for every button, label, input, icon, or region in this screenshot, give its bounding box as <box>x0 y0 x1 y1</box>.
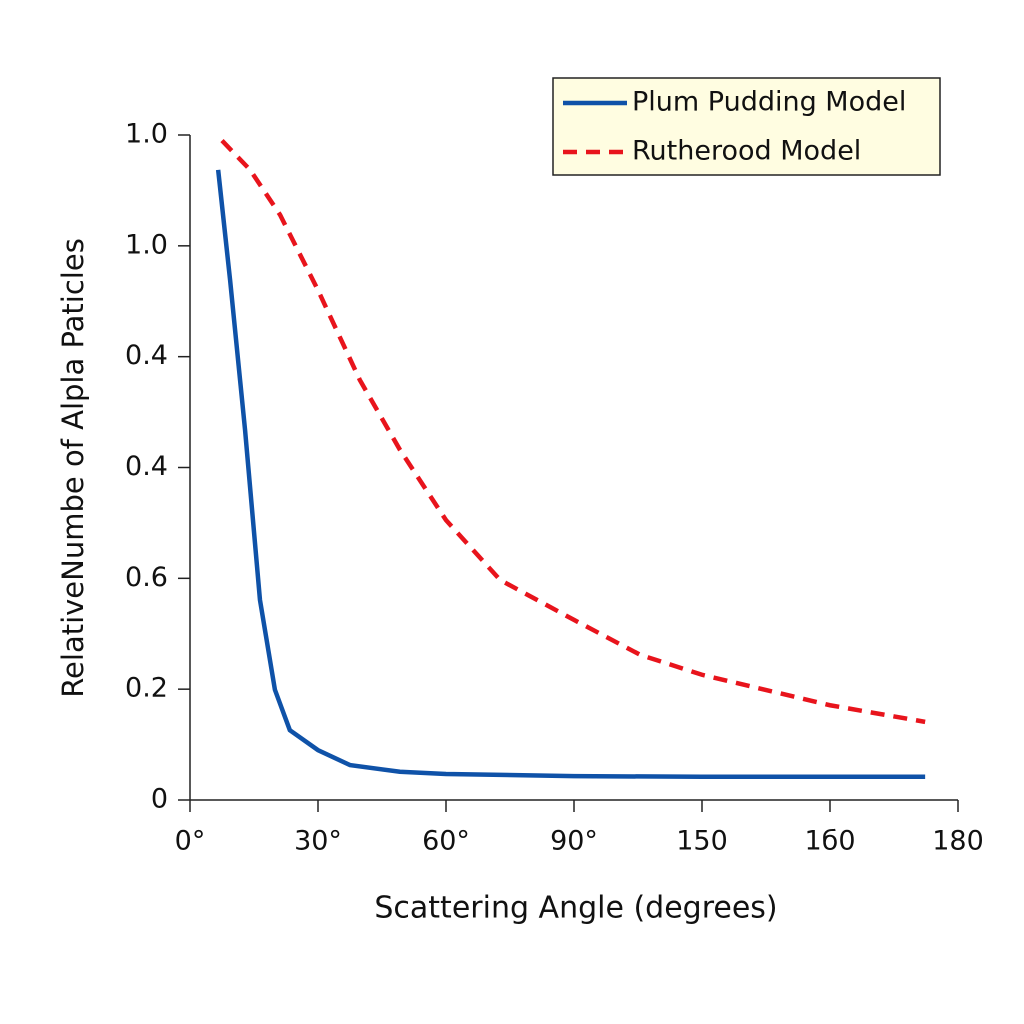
series-line <box>215 169 926 779</box>
y-axis-label: RelativeNumbe of Alpla Paticles <box>56 238 90 698</box>
x-tick-label: 180 <box>932 826 984 857</box>
x-tick-label: 1б0 <box>804 826 855 857</box>
x-tick-label: 30° <box>294 826 342 857</box>
x-tick-label: 60° <box>422 826 470 857</box>
x-tick-label: 150 <box>676 826 728 857</box>
x-tick-label: 90° <box>550 826 598 857</box>
x-axis-label: Scattering Angle (degrees) <box>374 891 777 926</box>
legend-box <box>552 77 941 176</box>
y-tick-label: 0.4 <box>125 340 168 371</box>
y-tick-label: 1.0 <box>125 229 168 260</box>
legend-label: Plum Pudding Model <box>632 87 906 118</box>
y-tick-label: 0 <box>151 784 168 815</box>
y-tick-label: 0.4 <box>125 451 168 482</box>
series-line <box>220 138 926 725</box>
x-tick-label: 0° <box>175 826 206 857</box>
y-tick-label: 0.2 <box>125 673 168 704</box>
y-tick-label: 1.0 <box>125 119 168 150</box>
y-tick-label: 0.6 <box>125 562 168 593</box>
legend-label: Rutherood Model <box>632 136 861 167</box>
